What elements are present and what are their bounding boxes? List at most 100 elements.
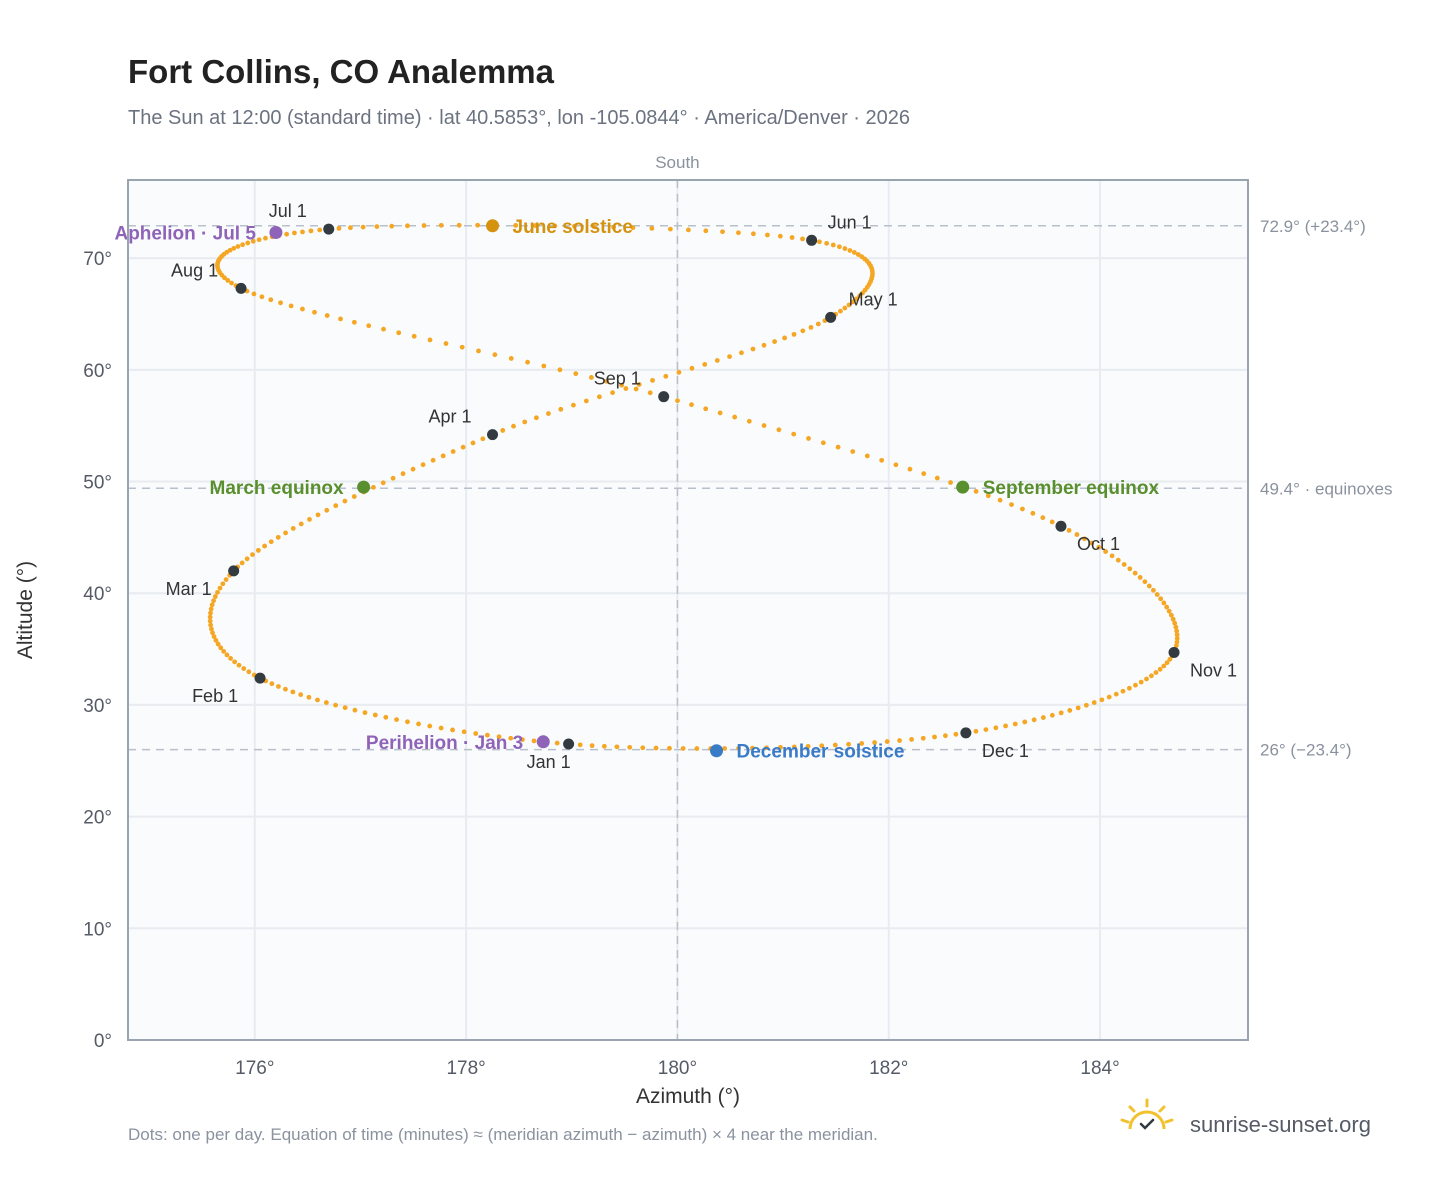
daily-sun-dot — [689, 402, 694, 408]
daily-sun-dot — [1142, 579, 1148, 585]
daily-sun-dot — [342, 498, 348, 504]
daily-sun-dot — [251, 291, 257, 297]
daily-sun-dot — [604, 378, 610, 384]
daily-sun-dot — [800, 236, 805, 242]
chart-subtitle: The Sun at 12:00 (standard time) · lat 4… — [128, 107, 910, 129]
daily-sun-dot — [1103, 549, 1109, 554]
meridian-label: South — [655, 153, 699, 172]
plot-area — [128, 180, 1248, 1040]
daily-sun-dot — [240, 242, 246, 248]
daily-sun-dot — [228, 656, 234, 661]
daily-sun-dot — [400, 471, 406, 477]
daily-sun-dot — [1153, 670, 1159, 675]
daily-sun-dot — [948, 480, 953, 485]
daily-sun-dot — [209, 626, 214, 632]
daily-sun-dot — [761, 423, 767, 428]
month-marker — [960, 727, 972, 739]
daily-sun-dot — [667, 226, 673, 232]
daily-sun-dot — [522, 419, 528, 425]
daily-sun-dot — [765, 232, 770, 238]
daily-sun-dot — [1174, 639, 1180, 645]
daily-sun-dot — [554, 740, 560, 746]
daily-sun-dot — [893, 462, 899, 468]
daily-sun-dot — [239, 560, 245, 566]
daily-sun-dot — [389, 223, 395, 229]
daily-sun-dot — [1174, 628, 1180, 634]
y-tick-label: 60° — [83, 361, 112, 382]
x-tick-label: 184° — [1080, 1058, 1119, 1079]
daily-sun-dot — [583, 398, 589, 404]
daily-sun-dot — [761, 342, 767, 348]
month-marker — [1168, 646, 1180, 658]
daily-sun-dot — [224, 652, 230, 658]
daily-sun-dot — [1066, 527, 1072, 533]
daily-sun-dot — [675, 398, 680, 404]
daily-sun-dot — [450, 449, 456, 454]
daily-sun-dot — [352, 707, 358, 713]
daily-sun-dot — [420, 462, 426, 468]
daily-sun-dot — [336, 225, 342, 231]
daily-sun-dot — [1158, 596, 1164, 602]
daily-sun-dot — [727, 354, 732, 360]
month-label: Nov 1 — [1190, 660, 1237, 680]
daily-sun-dot — [791, 331, 797, 337]
daily-sun-dot — [611, 224, 617, 230]
daily-sun-dot — [591, 224, 597, 230]
daily-sun-dot — [246, 669, 252, 675]
daily-sun-dot — [552, 223, 558, 229]
daily-sun-dot — [610, 390, 615, 396]
daily-sun-dot — [689, 365, 695, 371]
daily-sun-dot — [1170, 616, 1176, 622]
daily-sun-dot — [396, 330, 402, 336]
daily-sun-dot — [973, 488, 979, 494]
daily-sun-dot — [212, 594, 218, 599]
daily-sun-dot — [589, 743, 595, 749]
daily-sun-dot — [776, 427, 782, 433]
daily-sun-dot — [736, 230, 741, 236]
daily-sun-dot — [383, 714, 389, 720]
daily-sun-dot — [532, 223, 538, 228]
daily-sun-dot — [284, 231, 290, 237]
axis-ticks: 176° 178° 180° 182° 184° 0° 10° 20° 30° 40° 50° 60°… — [83, 249, 1119, 1079]
month-label: Jun 1 — [828, 212, 872, 232]
daily-sun-dot — [348, 225, 353, 231]
daily-sun-dot — [291, 230, 297, 236]
daily-sun-dot — [920, 735, 926, 741]
month-label: Aug 1 — [171, 260, 218, 280]
daily-sun-dot — [250, 552, 255, 558]
event-marker — [536, 735, 550, 749]
daily-sun-dot — [1040, 515, 1046, 521]
daily-sun-dot — [371, 484, 376, 490]
x-tick-label: 180° — [658, 1058, 697, 1079]
daily-sun-dot — [663, 373, 669, 379]
daily-sun-dot — [259, 294, 265, 300]
daily-sun-dot — [208, 610, 213, 616]
daily-sun-dot — [235, 244, 241, 249]
daily-sun-dot — [262, 543, 268, 549]
month-label: Jul 1 — [269, 201, 307, 221]
month-marker — [563, 738, 575, 750]
event-label: June solstice — [513, 217, 633, 238]
daily-sun-dot — [300, 229, 305, 235]
daily-sun-dot — [750, 745, 755, 751]
daily-sun-dot — [456, 222, 462, 228]
daily-sun-dot — [851, 250, 857, 255]
daily-sun-dot — [460, 444, 466, 450]
daily-sun-dot — [207, 618, 213, 624]
daily-sun-dot — [1058, 710, 1064, 716]
daily-sun-dot — [288, 303, 294, 309]
daily-sun-dot — [859, 254, 865, 260]
daily-sun-dot — [805, 743, 811, 749]
daily-sun-dot — [717, 410, 723, 416]
daily-sun-dot — [1075, 705, 1081, 711]
daily-sun-dot — [1137, 575, 1143, 580]
month-label: Dec 1 — [982, 741, 1029, 761]
daily-sun-dot — [997, 497, 1003, 503]
daily-sun-dot — [411, 333, 417, 339]
daily-sun-dot — [269, 681, 275, 687]
daily-sun-dot — [778, 744, 783, 750]
daily-sun-dot — [623, 386, 629, 391]
daily-sun-dot — [470, 440, 476, 446]
daily-sun-dot — [667, 745, 672, 751]
daily-sun-dot — [211, 598, 216, 604]
